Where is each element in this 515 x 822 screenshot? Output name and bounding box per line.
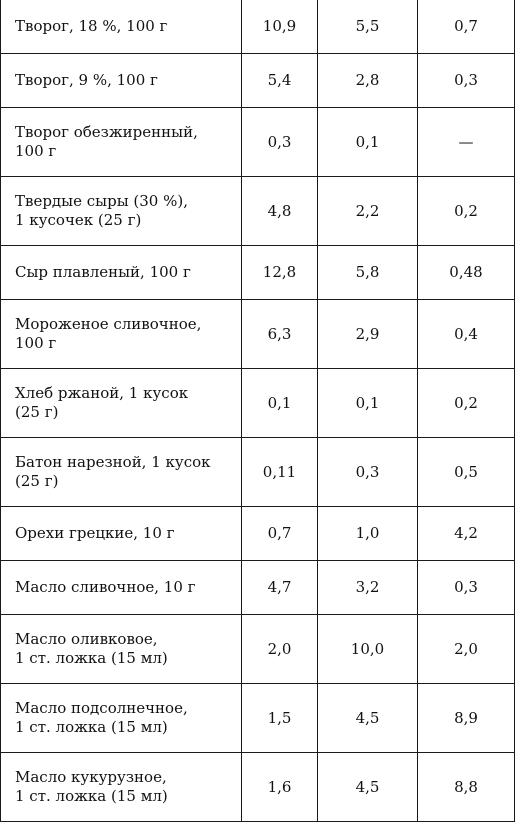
value-cell-col2: 2,9	[317, 299, 418, 369]
value-cell-col3: —	[417, 107, 515, 177]
value-cell-col1: 10,9	[241, 0, 318, 54]
value-cell-col3: 8,9	[417, 683, 515, 753]
table-row: Масло подсолнечное, 1 ст. ложка (15 мл) …	[0, 683, 515, 753]
product-name-cell: Хлеб ржаной, 1 кусок (25 г)	[0, 368, 242, 438]
value-cell-col1: 4,7	[241, 560, 318, 615]
product-name-cell: Масло кукурузное, 1 ст. ложка (15 мл)	[0, 752, 242, 822]
value-cell-col2: 3,2	[317, 560, 418, 615]
value-cell-col1: 6,3	[241, 299, 318, 369]
value-cell-col1: 1,5	[241, 683, 318, 753]
value-cell-col2: 4,5	[317, 752, 418, 822]
value-cell-col3: 0,3	[417, 53, 515, 108]
table-row: Мороженое сливочное, 100 г 6,3 2,9 0,4	[0, 299, 515, 369]
value-cell-col3: 0,5	[417, 437, 515, 507]
value-cell-col2: 0,1	[317, 107, 418, 177]
value-cell-col3: 0,7	[417, 0, 515, 54]
value-cell-col3: 0,2	[417, 176, 515, 246]
value-cell-col2: 0,3	[317, 437, 418, 507]
value-cell-col3: 2,0	[417, 614, 515, 684]
product-name-cell: Твердые сыры (30 %), 1 кусочек (25 г)	[0, 176, 242, 246]
product-name-cell: Орехи грецкие, 10 г	[0, 506, 242, 561]
table-row: Орехи грецкие, 10 г 0,7 1,0 4,2	[0, 506, 515, 561]
value-cell-col1: 4,8	[241, 176, 318, 246]
value-cell-col2: 4,5	[317, 683, 418, 753]
product-name-cell: Творог обезжиренный, 100 г	[0, 107, 242, 177]
product-name-cell: Творог, 9 %, 100 г	[0, 53, 242, 108]
value-cell-col1: 2,0	[241, 614, 318, 684]
value-cell-col3: 0,2	[417, 368, 515, 438]
table-row: Твердые сыры (30 %), 1 кусочек (25 г) 4,…	[0, 176, 515, 246]
value-cell-col1: 5,4	[241, 53, 318, 108]
value-cell-col1: 0,11	[241, 437, 318, 507]
table-row: Творог, 9 %, 100 г 5,4 2,8 0,3	[0, 53, 515, 108]
value-cell-col3: 0,48	[417, 245, 515, 300]
product-name-cell: Масло сливочное, 10 г	[0, 560, 242, 615]
value-cell-col2: 5,8	[317, 245, 418, 300]
table-row: Творог, 18 %, 100 г 10,9 5,5 0,7	[0, 0, 515, 54]
value-cell-col2: 2,8	[317, 53, 418, 108]
product-name-cell: Батон нарезной, 1 кусок (25 г)	[0, 437, 242, 507]
product-name-cell: Масло подсолнечное, 1 ст. ложка (15 мл)	[0, 683, 242, 753]
value-cell-col3: 0,4	[417, 299, 515, 369]
value-cell-col1: 12,8	[241, 245, 318, 300]
product-name-cell: Мороженое сливочное, 100 г	[0, 299, 242, 369]
value-cell-col2: 2,2	[317, 176, 418, 246]
product-name-cell: Творог, 18 %, 100 г	[0, 0, 242, 54]
table-row: Масло оливковое, 1 ст. ложка (15 мл) 2,0…	[0, 614, 515, 684]
value-cell-col1: 0,7	[241, 506, 318, 561]
table-row: Сыр плавленый, 100 г 12,8 5,8 0,48	[0, 245, 515, 300]
value-cell-col3: 8,8	[417, 752, 515, 822]
product-name-cell: Сыр плавленый, 100 г	[0, 245, 242, 300]
value-cell-col2: 0,1	[317, 368, 418, 438]
value-cell-col1: 0,3	[241, 107, 318, 177]
value-cell-col3: 4,2	[417, 506, 515, 561]
value-cell-col3: 0,3	[417, 560, 515, 615]
table-row: Масло сливочное, 10 г 4,7 3,2 0,3	[0, 560, 515, 615]
product-name-cell: Масло оливковое, 1 ст. ложка (15 мл)	[0, 614, 242, 684]
table-row: Масло кукурузное, 1 ст. ложка (15 мл) 1,…	[0, 752, 515, 822]
table-row: Творог обезжиренный, 100 г 0,3 0,1 —	[0, 107, 515, 177]
table-row: Хлеб ржаной, 1 кусок (25 г) 0,1 0,1 0,2	[0, 368, 515, 438]
value-cell-col1: 1,6	[241, 752, 318, 822]
value-cell-col1: 0,1	[241, 368, 318, 438]
value-cell-col2: 5,5	[317, 0, 418, 54]
table-row: Батон нарезной, 1 кусок (25 г) 0,11 0,3 …	[0, 437, 515, 507]
value-cell-col2: 10,0	[317, 614, 418, 684]
value-cell-col2: 1,0	[317, 506, 418, 561]
